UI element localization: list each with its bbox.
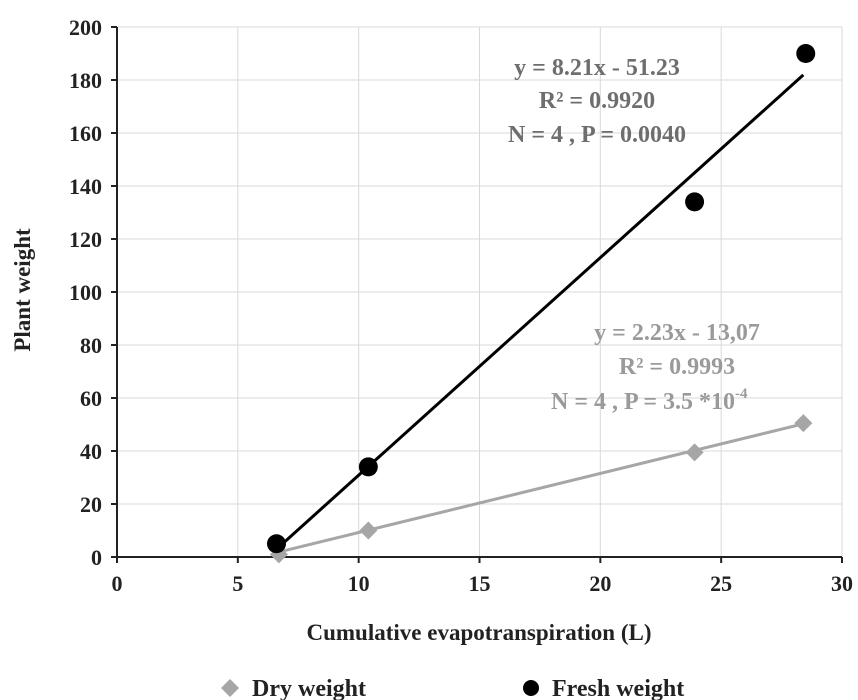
y-tick-label: 200: [69, 15, 102, 40]
legend-fresh-marker: [523, 680, 539, 696]
legend: Dry weight Fresh weight: [221, 676, 684, 700]
x-axis-title: Cumulative evapotranspiration (L): [307, 620, 652, 645]
y-tick-label: 20: [80, 492, 102, 517]
dry-equation-line: y = 2.23x - 13,07: [594, 320, 760, 346]
y-tick-label: 180: [69, 68, 102, 93]
legend-fresh-label: Fresh weight: [552, 676, 684, 700]
fresh-weight-point: [358, 457, 378, 477]
fresh-equation-line: y = 8.21x - 51.23: [514, 55, 680, 81]
y-tick-label: 40: [80, 439, 102, 464]
dry-weight-point: [685, 443, 704, 462]
x-tick-label: 25: [710, 571, 732, 596]
dry-weight-point: [359, 521, 378, 540]
data-points: [267, 44, 816, 564]
x-tick-label: 15: [469, 571, 491, 596]
y-axis-title: Plant weight: [10, 228, 35, 352]
dry-weight-trendline: [273, 422, 804, 555]
fresh-n-p-line: N = 4 , P = 0.0040: [508, 122, 686, 148]
dry-n-p-exponent: -4: [735, 386, 748, 402]
x-tick-label: 0: [112, 571, 123, 596]
axes: [111, 26, 843, 563]
dry-weight-point: [794, 414, 813, 433]
fresh-weight-equation: y = 8.21x - 51.23 R² = 0.9920 N = 4 , P …: [508, 55, 686, 148]
y-tick-label: 80: [80, 333, 102, 358]
y-tick-label: 140: [69, 174, 102, 199]
dry-weight-equation: y = 2.23x - 13,07 R² = 0.9993 N = 4 , P …: [551, 320, 760, 415]
y-tick-label: 120: [69, 227, 102, 252]
y-tick-label: 100: [69, 280, 102, 305]
x-tick-label: 5: [232, 571, 243, 596]
dry-n-p-base: N = 4 , P = 3.5 *10: [551, 389, 735, 415]
dry-r2-line: R² = 0.9993: [619, 354, 735, 380]
fresh-weight-point: [267, 534, 286, 554]
x-tick-label: 30: [831, 571, 853, 596]
legend-dry-label: Dry weight: [252, 676, 366, 700]
grid-lines: [117, 26, 843, 557]
y-tick-label: 0: [91, 545, 102, 570]
fresh-r2-line: R² = 0.9920: [539, 88, 655, 114]
y-tick-label: 160: [69, 121, 102, 146]
dry-n-p-line: N = 4 , P = 3.5 *10-4: [551, 386, 748, 415]
fresh-weight-point: [685, 192, 705, 212]
y-tick-label: 60: [80, 386, 102, 411]
x-tick-label: 20: [589, 571, 611, 596]
legend-dry-marker: [221, 679, 239, 697]
tick-labels: 0 20 40 60 80 100 120 140 160 180 200 0 5 10 15 20 25 30: [69, 15, 853, 596]
fresh-weight-point: [796, 44, 816, 63]
x-tick-label: 10: [348, 571, 370, 596]
